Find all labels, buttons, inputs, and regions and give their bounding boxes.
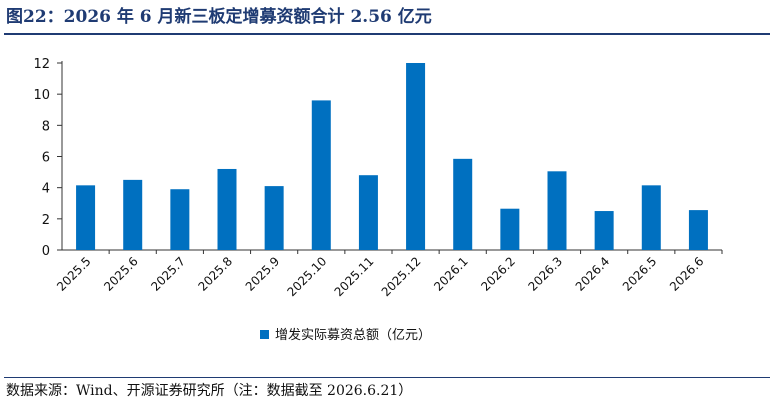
x-tick-label: 2026.4 bbox=[573, 254, 613, 294]
x-tick-label: 2025.8 bbox=[196, 254, 236, 294]
bar bbox=[358, 175, 378, 250]
title-divider bbox=[4, 33, 770, 35]
legend-label: 增发实际募资总额（亿元） bbox=[275, 327, 431, 343]
bar-chart: 0 2 4 6 8 10 12 2025.5 2025.6 2025.7 2025.8 2025.9… bbox=[33, 57, 723, 343]
bar bbox=[76, 185, 96, 250]
bar bbox=[264, 186, 284, 250]
x-tick-label: 2025.5 bbox=[54, 254, 94, 294]
bar bbox=[547, 171, 567, 250]
y-tick-label: 8 bbox=[42, 119, 50, 134]
source-note: 数据来源：Wind、开源证券研究所（注：数据截至 2026.6.21） bbox=[6, 383, 413, 399]
x-tick-label: 2025.10 bbox=[284, 254, 329, 299]
x-tick-labels: 2025.5 2025.6 2025.7 2025.8 2025.9 2025.10 202… bbox=[54, 254, 706, 299]
footer-divider bbox=[4, 377, 770, 378]
bar bbox=[453, 158, 473, 250]
bar bbox=[641, 185, 661, 250]
y-tick-label: 2 bbox=[42, 213, 50, 228]
x-tick-label: 2025.6 bbox=[101, 254, 141, 294]
y-tick-label: 6 bbox=[42, 151, 50, 166]
legend-swatch bbox=[260, 330, 269, 339]
x-tick-label: 2026.5 bbox=[620, 254, 660, 294]
x-tick-label: 2026.3 bbox=[526, 254, 566, 294]
x-tick-label: 2026.2 bbox=[478, 254, 518, 294]
bar bbox=[170, 189, 190, 250]
x-tick-label: 2026.6 bbox=[667, 254, 707, 294]
bar bbox=[217, 168, 237, 250]
chart-legend: 增发实际募资总额（亿元） bbox=[260, 327, 431, 343]
x-tick-label: 2025.11 bbox=[332, 254, 377, 299]
x-tick-label: 2025.9 bbox=[243, 254, 283, 294]
bar bbox=[311, 100, 331, 251]
bar bbox=[500, 208, 520, 250]
bar bbox=[406, 63, 426, 250]
y-tick-label: 4 bbox=[42, 182, 50, 197]
y-tick-label: 0 bbox=[42, 244, 50, 259]
figure-title: 图22：2026 年 6 月新三板定增募资额合计 2.56 亿元 bbox=[6, 7, 432, 27]
chart-bars bbox=[76, 63, 708, 251]
bar bbox=[688, 210, 708, 250]
bar bbox=[123, 179, 143, 250]
bar bbox=[594, 211, 614, 250]
x-tick-label: 2026.1 bbox=[431, 254, 471, 294]
x-tick-label: 2025.7 bbox=[148, 254, 188, 294]
y-tick-label: 12 bbox=[33, 57, 50, 72]
y-tick-label: 10 bbox=[33, 88, 50, 103]
x-tick-label: 2025.12 bbox=[379, 254, 424, 299]
